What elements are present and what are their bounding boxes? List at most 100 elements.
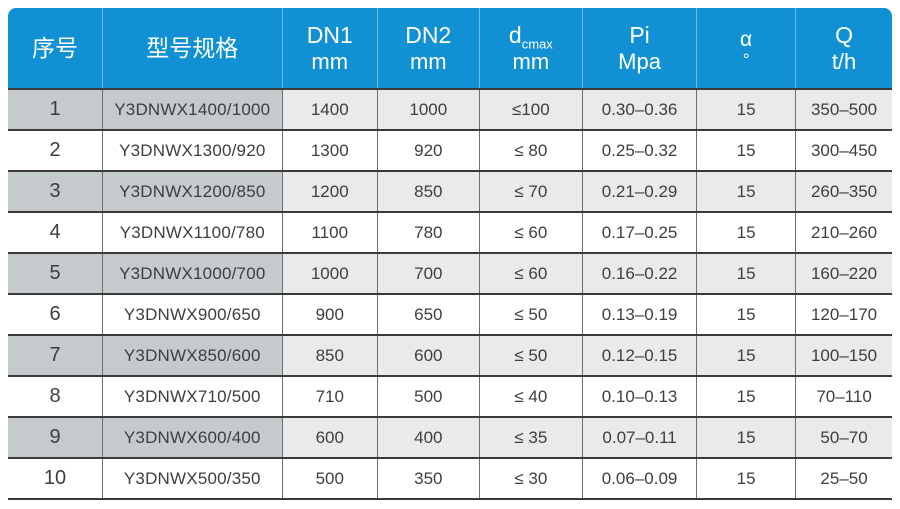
cell-q: 50–70 <box>795 416 892 458</box>
header-row: 序号 型号规格 DN1 mm DN2 mm dcmax mm <box>8 8 892 89</box>
header-dn2-label: DN2 <box>405 22 452 48</box>
cell-dn2: 600 <box>376 334 480 376</box>
cell-dcmax: ≤ 30 <box>478 457 583 500</box>
cell-alpha: 15 <box>696 252 796 294</box>
cell-model: Y3DNWX850/600 <box>102 334 283 376</box>
cell-model: Y3DNWX500/350 <box>102 457 283 500</box>
cell-dn1: 1200 <box>281 170 378 212</box>
specification-table: 序号 型号规格 DN1 mm DN2 mm dcmax mm <box>8 8 892 500</box>
cell-index: 7 <box>8 334 103 376</box>
cell-model: Y3DNWX1000/700 <box>102 252 283 294</box>
header-pi: Pi Mpa <box>582 8 697 89</box>
cell-dcmax: ≤ 70 <box>478 170 583 212</box>
cell-alpha: 15 <box>696 375 796 417</box>
cell-dn1: 1400 <box>281 88 378 130</box>
cell-dn1: 1300 <box>281 129 378 171</box>
cell-index: 1 <box>8 88 103 130</box>
header-q: Q t/h <box>795 8 892 89</box>
header-dcmax-label: d <box>508 22 522 48</box>
cell-dn2: 850 <box>376 170 480 212</box>
cell-q: 210–260 <box>795 211 892 253</box>
cell-q: 25–50 <box>795 457 892 500</box>
cell-dcmax: ≤ 60 <box>478 211 583 253</box>
cell-model: Y3DNWX710/500 <box>102 375 283 417</box>
cell-index: 3 <box>8 170 103 212</box>
cell-index: 10 <box>8 457 103 500</box>
cell-model: Y3DNWX1200/850 <box>102 170 283 212</box>
cell-dcmax: ≤100 <box>478 88 583 130</box>
cell-pi: 0.07–0.11 <box>582 416 697 458</box>
cell-alpha: 15 <box>696 88 796 130</box>
cell-pi: 0.17–0.25 <box>582 211 697 253</box>
cell-model: Y3DNWX1400/1000 <box>102 88 283 130</box>
table-row: 2 Y3DNWX1300/920 1300 920 ≤ 80 0.25–0.32 15 300… <box>8 129 892 171</box>
cell-index: 2 <box>8 129 103 171</box>
header-index-label: 序号 <box>32 34 79 61</box>
cell-index: 8 <box>8 375 103 417</box>
cell-dn1: 900 <box>281 293 378 335</box>
header-model: 型号规格 <box>102 8 283 89</box>
cell-pi: 0.16–0.22 <box>582 252 697 294</box>
header-alpha-label: α <box>740 27 753 51</box>
cell-alpha: 15 <box>696 293 796 335</box>
cell-q: 70–110 <box>795 375 892 417</box>
cell-alpha: 15 <box>696 416 796 458</box>
cell-dn2: 920 <box>376 129 480 171</box>
cell-model: Y3DNWX600/400 <box>102 416 283 458</box>
cell-dn1: 1000 <box>281 252 378 294</box>
header-index: 序号 <box>8 8 103 89</box>
header-dn1-label: DN1 <box>306 22 353 48</box>
cell-dcmax: ≤ 40 <box>478 375 583 417</box>
cell-pi: 0.13–0.19 <box>582 293 697 335</box>
cell-dn2: 500 <box>376 375 480 417</box>
cell-dn2: 650 <box>376 293 480 335</box>
cell-alpha: 15 <box>696 334 796 376</box>
header-dcmax: dcmax mm <box>478 8 583 89</box>
cell-q: 350–500 <box>795 88 892 130</box>
cell-pi: 0.30–0.36 <box>582 88 697 130</box>
cell-pi: 0.06–0.09 <box>582 457 697 500</box>
cell-dn2: 700 <box>376 252 480 294</box>
cell-dn1: 600 <box>281 416 378 458</box>
cell-alpha: 15 <box>696 211 796 253</box>
cell-dn2: 1000 <box>376 88 480 130</box>
cell-dcmax: ≤ 50 <box>478 293 583 335</box>
cell-pi: 0.21–0.29 <box>582 170 697 212</box>
cell-q: 100–150 <box>795 334 892 376</box>
header-alpha: α ° <box>696 8 796 89</box>
cell-q: 260–350 <box>795 170 892 212</box>
cell-dcmax: ≤ 50 <box>478 334 583 376</box>
table-row: 8 Y3DNWX710/500 710 500 ≤ 40 0.10–0.13 15 70–11… <box>8 375 892 417</box>
header-dcmax-subscript: cmax <box>521 36 553 52</box>
header-dn2: DN2 mm <box>376 8 480 89</box>
cell-pi: 0.10–0.13 <box>582 375 697 417</box>
cell-index: 9 <box>8 416 103 458</box>
cell-alpha: 15 <box>696 170 796 212</box>
table-row: 6 Y3DNWX900/650 900 650 ≤ 50 0.13–0.19 15 120–1… <box>8 293 892 335</box>
cell-model: Y3DNWX1300/920 <box>102 129 283 171</box>
table-row: 5 Y3DNWX1000/700 1000 700 ≤ 60 0.16–0.22 15 160… <box>8 252 892 294</box>
cell-dcmax: ≤ 80 <box>478 129 583 171</box>
table-body: 1 Y3DNWX1400/1000 1400 1000 ≤100 0.30–0.36 15 3… <box>8 88 892 500</box>
table-row: 3 Y3DNWX1200/850 1200 850 ≤ 70 0.21–0.29 15 260… <box>8 170 892 212</box>
cell-dn2: 780 <box>376 211 480 253</box>
cell-pi: 0.12–0.15 <box>582 334 697 376</box>
cell-index: 6 <box>8 293 103 335</box>
cell-dn1: 1100 <box>281 211 378 253</box>
cell-alpha: 15 <box>696 457 796 500</box>
table-row: 4 Y3DNWX1100/780 1100 780 ≤ 60 0.17–0.25 15 210… <box>8 211 892 253</box>
header-dn1: DN1 mm <box>281 8 378 89</box>
cell-model: Y3DNWX1100/780 <box>102 211 283 253</box>
table-row: 1 Y3DNWX1400/1000 1400 1000 ≤100 0.30–0.36 15 3… <box>8 88 892 130</box>
table-row: 7 Y3DNWX850/600 850 600 ≤ 50 0.12–0.15 15 100–1… <box>8 334 892 376</box>
cell-dn1: 500 <box>281 457 378 500</box>
cell-q: 120–170 <box>795 293 892 335</box>
cell-dn1: 710 <box>281 375 378 417</box>
cell-q: 160–220 <box>795 252 892 294</box>
cell-q: 300–450 <box>795 129 892 171</box>
cell-pi: 0.25–0.32 <box>582 129 697 171</box>
degree-symbol: ° <box>742 49 750 69</box>
cell-index: 4 <box>8 211 103 253</box>
table-header: 序号 型号规格 DN1 mm DN2 mm dcmax mm <box>8 8 892 89</box>
